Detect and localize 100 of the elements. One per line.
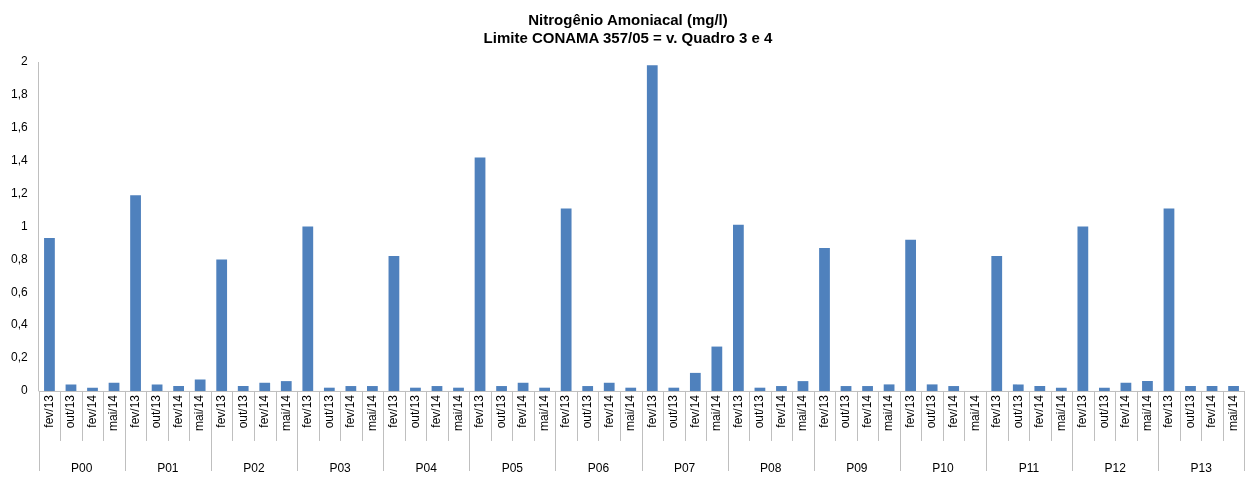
bar <box>453 387 464 391</box>
bar <box>1099 387 1110 391</box>
bar <box>87 387 98 391</box>
bar <box>582 386 594 391</box>
x-tick-label: fev/14 <box>601 394 616 428</box>
x-tick-label: out/13 <box>321 394 336 429</box>
bar <box>173 386 185 391</box>
x-tick-label: mai/14 <box>795 394 810 432</box>
bar <box>689 372 701 391</box>
bar <box>840 386 852 391</box>
bar <box>905 239 917 391</box>
bar <box>926 384 938 391</box>
x-tick-label: mai/14 <box>192 394 207 432</box>
x-tick-label: mai/14 <box>1053 394 1068 432</box>
x-tick-label: fev/13 <box>989 394 1004 428</box>
bar <box>668 387 680 391</box>
bar <box>388 256 400 391</box>
y-tick-label: 0,8 <box>10 251 28 266</box>
y-tick-label: 0,6 <box>10 284 28 299</box>
x-tick-label: out/13 <box>838 394 853 429</box>
x-tick-label: mai/14 <box>709 394 724 432</box>
x-tick-label: fev/13 <box>730 394 745 428</box>
bar <box>1034 386 1046 391</box>
x-tick-label: fev/14 <box>773 394 788 428</box>
x-tick-label: out/13 <box>924 394 939 429</box>
text: P11 <box>1018 461 1040 476</box>
chart-title: Nitrogênio Amoniacal (mg/l) <box>528 11 728 29</box>
bar <box>431 386 443 391</box>
text: P00 <box>71 461 93 476</box>
bar <box>560 208 572 391</box>
bar <box>259 382 271 391</box>
bar <box>280 381 292 391</box>
y-tick-label: 1,2 <box>10 185 28 200</box>
bar <box>65 384 77 391</box>
text: P10 <box>932 461 954 476</box>
bar <box>44 238 55 391</box>
bar <box>1163 208 1175 391</box>
bar <box>1120 382 1132 391</box>
x-tick-label: out/13 <box>1096 394 1111 429</box>
bar <box>1142 381 1153 391</box>
bar <box>625 387 637 391</box>
y-tick-label: 0,4 <box>10 317 28 332</box>
x-tick-label: mai/14 <box>881 394 896 432</box>
bar <box>367 386 378 391</box>
bar <box>108 382 120 391</box>
x-tick-label: fev/14 <box>1118 394 1133 428</box>
x-tick-label: fev/13 <box>558 394 573 428</box>
y-tick-label: 0,2 <box>10 350 28 365</box>
bar <box>237 386 249 391</box>
text: P09 <box>846 461 868 476</box>
y-tick-label: 1 <box>20 218 28 233</box>
text: P12 <box>1104 461 1127 476</box>
bar <box>1185 386 1196 391</box>
x-tick-label: fev/14 <box>945 394 960 428</box>
y-tick-label: 0 <box>20 383 28 398</box>
bar <box>819 247 830 391</box>
bar <box>991 256 1003 391</box>
x-tick-label: out/13 <box>149 394 164 429</box>
x-tick-label: fev/13 <box>472 394 487 428</box>
bar <box>1206 386 1218 391</box>
bar <box>151 384 163 391</box>
bar <box>883 384 895 391</box>
bar <box>646 65 658 391</box>
x-tick-label: fev/14 <box>170 394 185 428</box>
x-tick-label: fev/13 <box>213 394 228 428</box>
x-tick-label: fev/13 <box>644 394 659 428</box>
x-tick-label: fev/14 <box>1032 394 1047 428</box>
x-tick-label: mai/14 <box>1139 394 1154 432</box>
bar <box>130 195 141 391</box>
x-tick-label: mai/14 <box>623 394 638 432</box>
x-tick-label: fev/14 <box>859 394 874 428</box>
text: P04 <box>415 461 438 476</box>
x-tick-label: out/13 <box>235 394 250 429</box>
bar <box>711 346 723 391</box>
bar <box>323 387 335 391</box>
x-tick-label: fev/14 <box>687 394 702 428</box>
x-tick-label: fev/13 <box>41 394 56 428</box>
x-tick-label: fev/13 <box>816 394 831 428</box>
text: P03 <box>329 461 352 476</box>
x-tick-label: mai/14 <box>364 394 379 432</box>
bar <box>1077 226 1089 391</box>
bar <box>776 386 787 391</box>
bar <box>1055 387 1067 391</box>
text: P02 <box>243 461 265 476</box>
x-tick-label: fev/14 <box>429 394 444 428</box>
x-tick-label: fev/14 <box>343 394 358 428</box>
x-tick-label: out/13 <box>752 394 767 429</box>
bar <box>862 386 873 391</box>
bar <box>410 387 421 391</box>
x-tick-label: out/13 <box>407 394 422 429</box>
x-tick-label: fev/13 <box>127 394 142 428</box>
x-tick-label: mai/14 <box>450 394 465 432</box>
x-tick-label: out/13 <box>666 394 681 429</box>
y-tick-label: 1,4 <box>10 153 28 168</box>
chart-subtitle: Limite CONAMA 357/05 = v. Quadro 3 e 4 <box>483 29 774 47</box>
bar <box>517 382 529 391</box>
x-tick-label: mai/14 <box>1225 394 1240 432</box>
x-tick-label: fev/13 <box>386 394 401 428</box>
bar <box>1012 384 1024 391</box>
x-tick-label: mai/14 <box>106 394 121 432</box>
